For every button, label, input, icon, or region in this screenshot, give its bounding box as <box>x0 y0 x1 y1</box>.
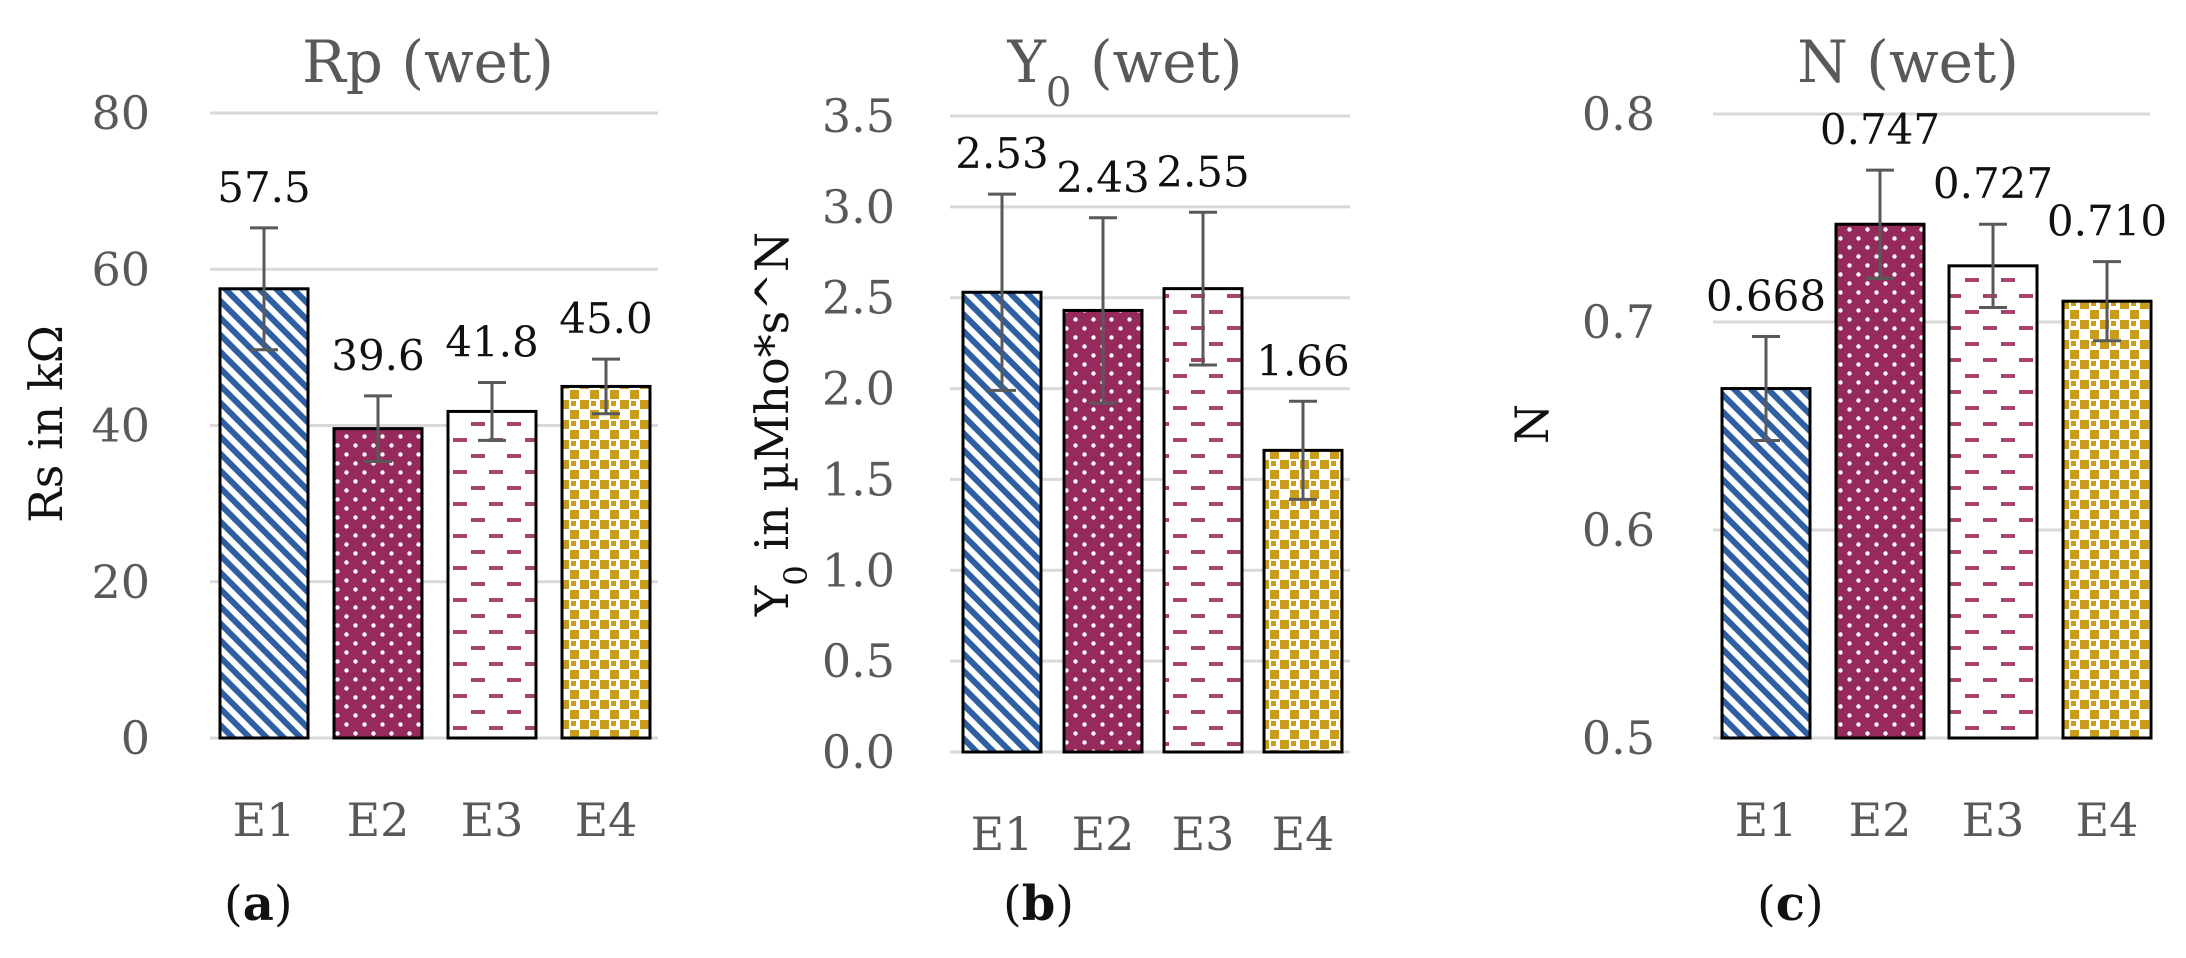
y-tick-label: 40 <box>91 399 150 453</box>
bar-e4 <box>2061 299 2153 740</box>
data-label: 0.727 <box>1933 159 2053 208</box>
y-tick-label: 20 <box>91 555 150 609</box>
y-tick-label: 0.7 <box>1582 295 1655 349</box>
chart-title: Rp (wet) <box>302 28 554 96</box>
data-label: 41.8 <box>445 318 539 367</box>
data-label: 2.53 <box>955 129 1049 178</box>
bar-e3 <box>1947 264 2039 740</box>
chart-panel-c: 0.5 0.6 0.7 0.8 0.668 E1 0.747 E2 0.727 E3 0.710 E4… <box>1505 28 2167 932</box>
x-tick-label: E1 <box>233 793 296 847</box>
x-tick-label: E1 <box>971 807 1034 861</box>
y-axis-label: N <box>1505 404 1559 444</box>
y-tick-label: 2.5 <box>822 271 895 325</box>
x-tick-label: E2 <box>1849 793 1912 847</box>
data-label: 2.43 <box>1056 153 1150 202</box>
bar-e1 <box>218 287 310 740</box>
y-tick-label: 3.5 <box>822 89 895 143</box>
x-tick-label: E4 <box>2076 793 2139 847</box>
x-tick-label: E3 <box>1172 807 1235 861</box>
x-tick-label: E3 <box>1962 793 2025 847</box>
data-label: 45.0 <box>559 294 653 343</box>
panel-label: (b) <box>1003 876 1074 932</box>
x-tick-label: E4 <box>575 793 638 847</box>
chart-panel-b: 0.0 0.5 1.0 1.5 2.0 2.5 3.0 3.5 2.53 E1 2.43 E2 2.55… <box>745 28 1350 932</box>
y-tick-label: 0.5 <box>1582 711 1655 765</box>
y-tick-label: 0.5 <box>822 634 895 688</box>
y-tick-label: 2.0 <box>822 362 895 416</box>
y-tick-label: 80 <box>91 86 150 140</box>
y-tick-label: 0 <box>121 711 150 765</box>
bar-e1 <box>1720 387 1812 740</box>
data-label: 0.668 <box>1706 272 1826 321</box>
y-tick-label: 1.5 <box>822 452 895 506</box>
data-label: 57.5 <box>217 163 311 212</box>
data-label: 0.710 <box>2047 197 2167 246</box>
bar-e2 <box>332 427 424 740</box>
data-label: 1.66 <box>1256 336 1350 385</box>
x-tick-label: E1 <box>1735 793 1798 847</box>
data-label: 0.747 <box>1820 105 1940 154</box>
panel-label: (c) <box>1757 876 1824 932</box>
chart-panel-a: 0 20 40 60 80 57.5 E1 39.6 E2 41.8 E3 45.0 E4 Rp (wet… <box>19 28 658 932</box>
x-tick-label: E2 <box>1072 807 1135 861</box>
chart-title: Y0 (wet) <box>1006 28 1242 116</box>
y-tick-label: 0.8 <box>1582 87 1655 141</box>
x-tick-label: E4 <box>1272 807 1335 861</box>
chart-title: N (wet) <box>1797 28 2019 96</box>
x-tick-label: E3 <box>461 793 524 847</box>
y-tick-label: 0.6 <box>1582 503 1655 557</box>
data-label: 2.55 <box>1156 147 1250 196</box>
panel-label: (a) <box>224 876 293 932</box>
y-axis-label: Rs in kΩ <box>19 325 73 523</box>
charts-layer: 0 20 40 60 80 57.5 E1 39.6 E2 41.8 E3 45.0 E4 Rp (wet… <box>19 28 2167 932</box>
y-tick-label: 1.0 <box>822 543 895 597</box>
data-label: 39.6 <box>331 331 425 380</box>
bar-e3 <box>446 409 538 740</box>
y-axis-label: Y0 in µMho*s^N <box>745 232 815 617</box>
bar-e4 <box>560 384 652 740</box>
bar-e2 <box>1834 222 1926 740</box>
x-tick-label: E2 <box>347 793 410 847</box>
y-tick-label: 3.0 <box>822 180 895 234</box>
y-tick-label: 60 <box>91 242 150 296</box>
y-tick-label: 0.0 <box>822 725 895 779</box>
